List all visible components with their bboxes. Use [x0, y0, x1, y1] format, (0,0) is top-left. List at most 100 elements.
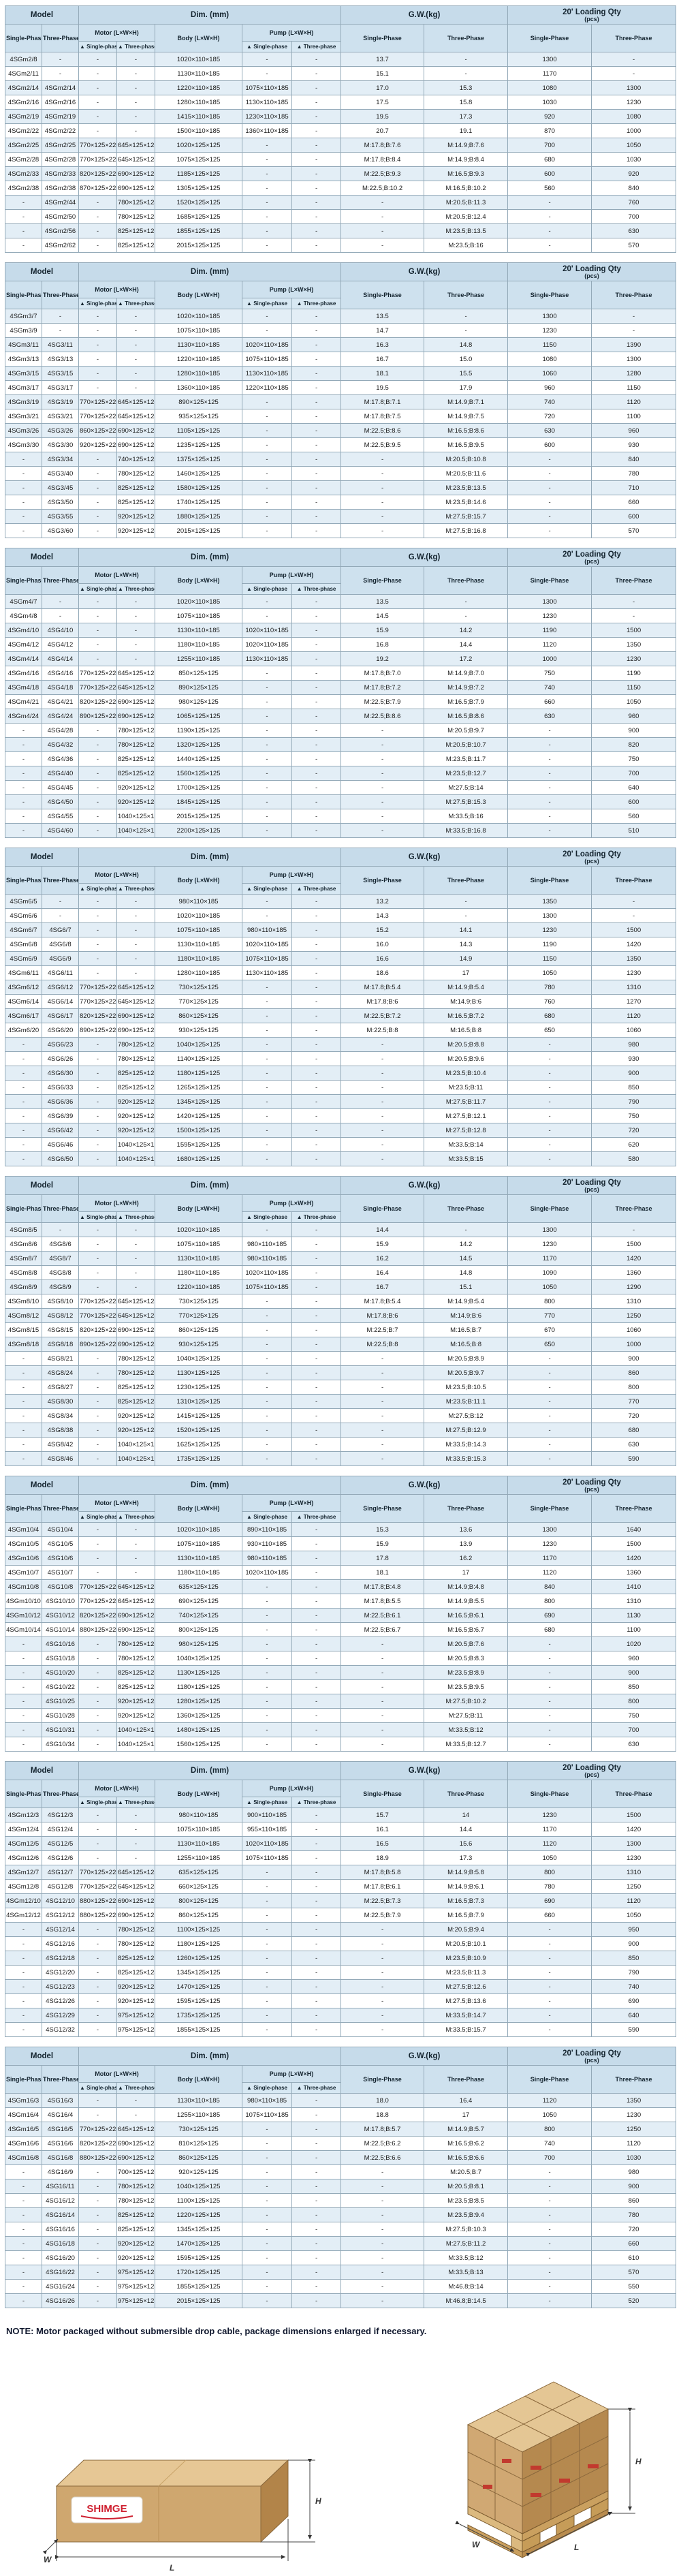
header-cell: ▲ Single-phase — [242, 1797, 293, 1808]
cell: - — [78, 1522, 118, 1537]
cell: - — [41, 323, 80, 338]
cell: - — [116, 623, 156, 638]
cell: 1300 — [507, 908, 592, 923]
cell: 4SG10/5 — [41, 1536, 80, 1551]
table-row: 4SGm3/17 4SG3/17- -1360×110×185 1220×110×18… — [5, 380, 677, 395]
cell: 1230 — [507, 608, 592, 623]
cell: - — [507, 823, 592, 838]
cell: 4SGm6/12 — [5, 980, 42, 995]
cell: 920×125×125 — [116, 1408, 156, 1423]
header-cell: Three-Phase — [41, 1494, 80, 1523]
cell: 1130×110×185 — [155, 2093, 243, 2108]
header-cell: Three-Phase — [41, 281, 80, 309]
cell: - — [507, 2179, 592, 2194]
dim-h: H — [608, 2408, 642, 2514]
cell: 1230 — [507, 1237, 592, 1252]
table-row: 4SGm8/7 4SG8/7- -1130×110×185 980×110×185-1… — [5, 1251, 677, 1266]
cell: - — [5, 2293, 42, 2308]
cell: 770 — [507, 1308, 592, 1323]
cell: 800 — [507, 1865, 592, 1880]
cell: - — [340, 737, 425, 752]
cell: 4SGm3/17 — [5, 380, 42, 395]
cell: - — [424, 608, 509, 623]
header-cell: Dim. (mm) — [78, 548, 342, 567]
cell: 645×125×125 — [116, 1308, 156, 1323]
cell: 1180×110×185 — [155, 951, 243, 966]
cell: 1320×125×125 — [155, 737, 243, 752]
cell: - — [5, 466, 42, 481]
cell: - — [242, 1123, 293, 1138]
cell: - — [5, 1080, 42, 1095]
cell: - — [340, 1737, 425, 1752]
cell: - — [78, 1279, 118, 1294]
header-cell: Body (L×W×H) — [155, 2065, 243, 2094]
cell: - — [78, 723, 118, 738]
cell: - — [507, 1380, 592, 1395]
cell: 14.1 — [424, 922, 509, 937]
cell: 750 — [591, 751, 677, 766]
cell: 1290 — [591, 1279, 677, 1294]
cell: 630 — [507, 423, 592, 438]
cell: 14.4 — [424, 1822, 509, 1837]
cell: - — [242, 1365, 293, 1380]
cell: - — [242, 766, 293, 781]
cell: 16.3 — [340, 337, 425, 352]
cell: - — [340, 2293, 425, 2308]
cell: - — [291, 138, 342, 153]
cell: 2015×125×125 — [155, 523, 243, 538]
cell: 920 — [591, 166, 677, 181]
cell: - — [340, 1636, 425, 1651]
table-row: 4SGm16/3 4SG16/3- -1130×110×185 980×110×185… — [5, 2093, 677, 2108]
cell: 1680×125×125 — [155, 1151, 243, 1166]
cell: 1150 — [507, 337, 592, 352]
cell: - — [340, 1708, 425, 1723]
cell: M:27.5;B:12.8 — [424, 1123, 509, 1138]
cell: - — [116, 352, 156, 367]
cell: 4SG10/4 — [41, 1522, 80, 1537]
cell: - — [5, 2008, 42, 2023]
cell: 645×125×125 — [116, 1594, 156, 1609]
cell: 4SGm2/28 — [41, 152, 80, 167]
cell: M:17.8;B:7.5 — [340, 409, 425, 424]
cell: 16.7 — [340, 352, 425, 367]
cell: 4SG4/14 — [41, 651, 80, 666]
header-cell: ▲ Single-phase — [78, 2082, 118, 2094]
cell: - — [291, 2222, 342, 2237]
cell: 1280×125×125 — [155, 1694, 243, 1709]
cell: 1050 — [591, 138, 677, 153]
cell: M:14.9;B:4.8 — [424, 1579, 509, 1594]
header-cell: Dim. (mm) — [78, 1761, 342, 1780]
cell: - — [5, 1437, 42, 1452]
cell: M:27.5;B:12.6 — [424, 1979, 509, 1994]
cell: 16.5 — [340, 1836, 425, 1851]
cell: - — [340, 1051, 425, 1066]
cell: 920×125×125 — [155, 2164, 243, 2179]
cell: - — [291, 922, 342, 937]
table-row: -4SG16/18-920×125×125 1470×125×125- - - M:27… — [5, 2236, 677, 2251]
cell: - — [291, 1951, 342, 1966]
cell: M:14.9;B:5.7 — [424, 2122, 509, 2137]
cell: - — [242, 1308, 293, 1323]
cell: - — [242, 1608, 293, 1623]
cell: 930×125×125 — [155, 1337, 243, 1352]
cell: 690×125×125 — [116, 709, 156, 724]
cell: 1360 — [591, 1565, 677, 1580]
cell: M:14.9;B:7.1 — [424, 394, 509, 409]
header-cell: Single-Phase — [340, 1194, 425, 1223]
cell: - — [507, 1051, 592, 1066]
cell: - — [242, 1108, 293, 1123]
cell: 4SGm8/10 — [5, 1294, 42, 1309]
table-row: -4SGm2/44-780×125×125 1520×125×125- - - M:20… — [5, 195, 677, 210]
cell: - — [291, 1936, 342, 1951]
cell: 700 — [507, 138, 592, 153]
cell: 1180×125×125 — [155, 1936, 243, 1951]
cell: - — [116, 323, 156, 338]
cell: - — [507, 2207, 592, 2222]
cell: 700×125×125 — [116, 2164, 156, 2179]
cell: 4SGm12/3 — [5, 1807, 42, 1822]
cell: 4SG12/23 — [41, 1979, 80, 1994]
dim-label-h: H — [315, 2496, 321, 2506]
cell: - — [78, 309, 118, 324]
cell: 660×125×125 — [155, 1879, 243, 1894]
cell: 920×125×125 — [116, 1108, 156, 1123]
